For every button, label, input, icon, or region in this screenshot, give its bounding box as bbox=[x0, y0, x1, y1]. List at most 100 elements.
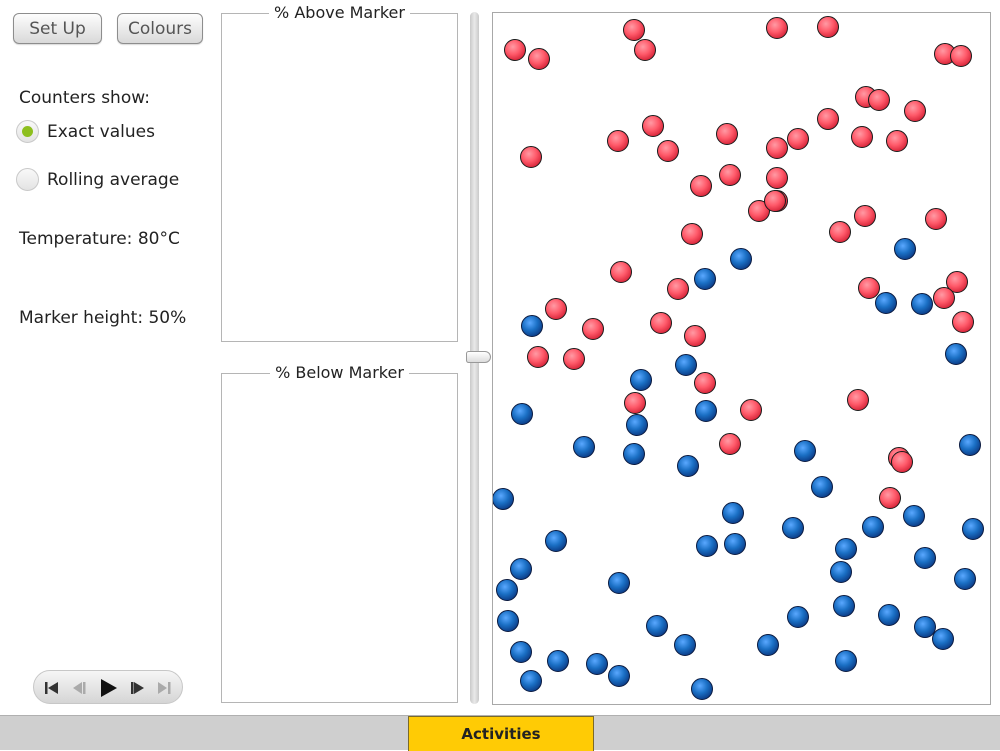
blue-particle bbox=[545, 530, 567, 552]
blue-particle bbox=[608, 572, 630, 594]
red-particle bbox=[886, 130, 908, 152]
blue-particle bbox=[862, 516, 884, 538]
blue-particle bbox=[630, 369, 652, 391]
red-particle bbox=[623, 19, 645, 41]
play-icon[interactable] bbox=[92, 671, 124, 705]
blue-particle bbox=[722, 502, 744, 524]
blue-particle bbox=[954, 568, 976, 590]
red-particle bbox=[740, 399, 762, 421]
red-particle bbox=[817, 108, 839, 130]
blue-particle bbox=[914, 616, 936, 638]
above-panel-title-wrap: % Above Marker bbox=[222, 3, 457, 22]
red-particle bbox=[719, 433, 741, 455]
red-particle bbox=[946, 271, 968, 293]
blue-particle bbox=[520, 670, 542, 692]
red-particle bbox=[847, 389, 869, 411]
red-particle bbox=[766, 137, 788, 159]
red-particle bbox=[950, 45, 972, 67]
below-panel-title-wrap: % Below Marker bbox=[222, 363, 457, 382]
blue-particle bbox=[497, 610, 519, 632]
step-back-icon[interactable] bbox=[66, 671, 90, 705]
blue-particle bbox=[894, 238, 916, 260]
blue-particle bbox=[586, 653, 608, 675]
blue-particle bbox=[510, 641, 532, 663]
red-particle bbox=[716, 123, 738, 145]
red-particle bbox=[657, 140, 679, 162]
red-particle bbox=[925, 208, 947, 230]
skip-to-start-icon[interactable] bbox=[40, 671, 64, 705]
blue-particle bbox=[547, 650, 569, 672]
particles-layer bbox=[493, 16, 984, 700]
above-marker-panel: % Above Marker 10050084 10050084 bbox=[221, 3, 458, 342]
blue-particle bbox=[694, 268, 716, 290]
blue-particle bbox=[903, 505, 925, 527]
above-marker-bars: 10050084 10050084 bbox=[221, 13, 458, 342]
red-particle bbox=[933, 287, 955, 309]
blue-particle bbox=[914, 547, 936, 569]
red-particle bbox=[851, 126, 873, 148]
temperature-readout: Temperature: 80°C bbox=[19, 229, 180, 249]
blue-particle bbox=[573, 436, 595, 458]
red-particle bbox=[891, 451, 913, 473]
red-particle bbox=[610, 261, 632, 283]
step-forward-icon[interactable] bbox=[126, 671, 150, 705]
red-particle bbox=[582, 318, 604, 340]
blue-particle bbox=[833, 595, 855, 617]
red-particle bbox=[952, 311, 974, 333]
blue-particle bbox=[677, 455, 699, 477]
blue-particle bbox=[496, 579, 518, 601]
red-particle bbox=[650, 312, 672, 334]
rolling-average-label: Rolling average bbox=[47, 169, 180, 190]
skip-to-end-icon[interactable] bbox=[152, 671, 176, 705]
blue-particle bbox=[724, 533, 746, 555]
above-panel-title: % Above Marker bbox=[269, 3, 410, 22]
counters-heading: Counters show: bbox=[19, 88, 150, 108]
playback-controls bbox=[33, 670, 183, 704]
red-particle bbox=[520, 146, 542, 168]
red-particle bbox=[545, 298, 567, 320]
radio-button-rolling[interactable] bbox=[16, 168, 39, 191]
red-particle bbox=[694, 372, 716, 394]
blue-particle bbox=[608, 665, 630, 687]
activities-tab[interactable]: Activities bbox=[408, 716, 594, 751]
below-marker-panel: % Below Marker 10050016 10050016 bbox=[221, 363, 458, 703]
red-particle bbox=[868, 89, 890, 111]
colours-button[interactable]: Colours bbox=[117, 13, 203, 44]
red-particle bbox=[787, 128, 809, 150]
red-particle bbox=[766, 167, 788, 189]
blue-particle bbox=[757, 634, 779, 656]
marker-height-handle[interactable] bbox=[466, 351, 491, 363]
blue-particle bbox=[675, 354, 697, 376]
blue-particle bbox=[782, 517, 804, 539]
red-particle bbox=[829, 221, 851, 243]
radio-button-exact[interactable] bbox=[16, 120, 39, 143]
blue-particle bbox=[878, 604, 900, 626]
red-particle bbox=[528, 48, 550, 70]
red-particle bbox=[667, 278, 689, 300]
blue-particle bbox=[911, 293, 933, 315]
red-particle bbox=[817, 16, 839, 38]
blue-particle bbox=[875, 292, 897, 314]
blue-particle bbox=[835, 650, 857, 672]
blue-particle bbox=[959, 434, 981, 456]
red-particle bbox=[527, 346, 549, 368]
blue-particle bbox=[623, 443, 645, 465]
red-particle bbox=[690, 175, 712, 197]
red-particle bbox=[719, 164, 741, 186]
radio-exact-values[interactable]: Exact values bbox=[16, 120, 155, 143]
blue-particle bbox=[787, 606, 809, 628]
blue-particle bbox=[830, 561, 852, 583]
marker-height-readout: Marker height: 50% bbox=[19, 308, 187, 328]
red-particle bbox=[858, 277, 880, 299]
blue-particle bbox=[696, 535, 718, 557]
particle-simulation-area bbox=[492, 12, 991, 705]
exact-values-label: Exact values bbox=[47, 121, 155, 142]
setup-button[interactable]: Set Up bbox=[13, 13, 102, 44]
blue-particle bbox=[510, 558, 532, 580]
below-panel-title: % Below Marker bbox=[270, 363, 409, 382]
blue-particle bbox=[932, 628, 954, 650]
red-particle bbox=[879, 487, 901, 509]
radio-rolling-average[interactable]: Rolling average bbox=[16, 168, 179, 191]
red-particle bbox=[748, 200, 770, 222]
blue-particle bbox=[962, 518, 984, 540]
